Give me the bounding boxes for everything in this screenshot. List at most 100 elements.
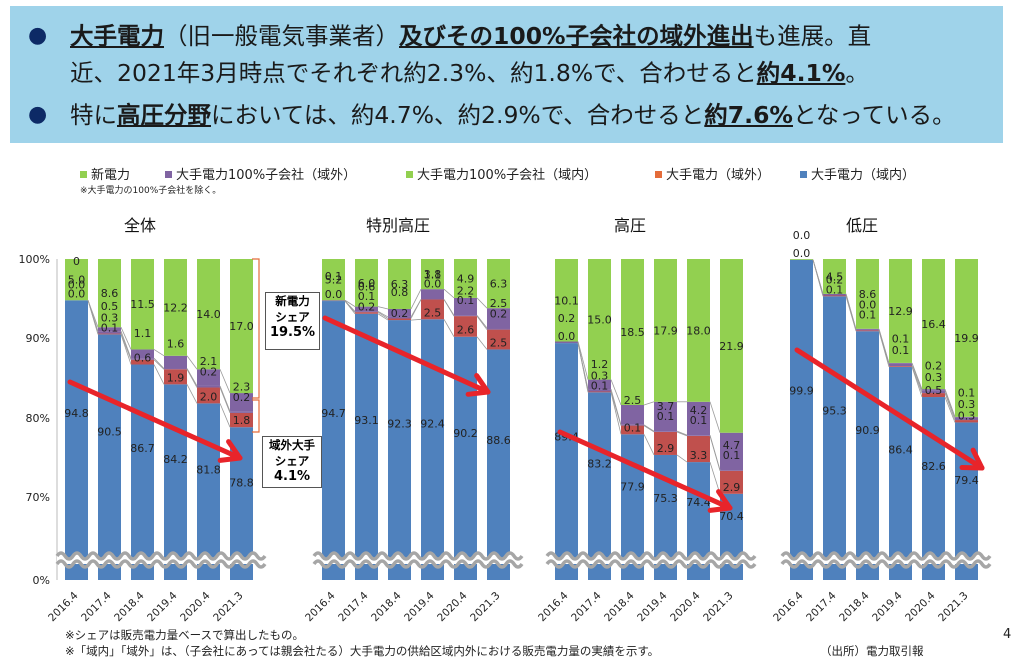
- bar-segment: [654, 431, 677, 432]
- data-label: 12.2: [163, 301, 188, 314]
- x-tick-label: 2019.4: [402, 589, 437, 624]
- data-label: 11.5: [130, 298, 155, 311]
- data-label: 0.0: [793, 229, 811, 242]
- bar-segment: [388, 320, 411, 580]
- bar-segment: [654, 454, 677, 580]
- data-label: 0.1: [690, 414, 708, 427]
- data-label: 0.6: [134, 352, 152, 365]
- data-label: 86.4: [888, 443, 913, 456]
- data-label: 0.2: [233, 391, 251, 404]
- footnote-2: ※「域内」「域外」は、（子会社にあっては親会社たる）大手電力の供給区域内外におけ…: [65, 644, 660, 658]
- data-label: 0.1: [826, 283, 844, 296]
- bar-segment: [98, 327, 121, 332]
- data-label: 75.3: [653, 492, 678, 505]
- bar-segment: [823, 295, 846, 297]
- highlight-text: 高圧分野: [117, 101, 211, 129]
- legend-item: 大手電力100%子会社（域外）: [165, 164, 356, 183]
- axis-break-wave: [545, 559, 757, 569]
- body-text: 近、2021年3月時点でそれぞれ約2.3%、約1.8%で、合わせると: [70, 59, 757, 87]
- x-tick-label: 2019.4: [870, 589, 905, 624]
- series-connector: [120, 334, 132, 365]
- series-connector: [443, 319, 455, 337]
- bullet-1-line-2: 近、2021年3月時点でそれぞれ約2.3%、約1.8%で、合わせると約4.1%。: [70, 57, 869, 89]
- legend-swatch: [655, 171, 662, 178]
- bar-segment: [421, 259, 444, 290]
- series-connector: [643, 401, 655, 406]
- data-label: 10.1: [554, 294, 579, 307]
- data-label: 5.2: [325, 274, 343, 287]
- bar-segment: [621, 434, 644, 580]
- bar-segment: [388, 259, 411, 309]
- data-label: 83.2: [587, 457, 612, 470]
- legend-label: 新電力: [91, 168, 131, 183]
- trend-arrow-head: [217, 439, 243, 463]
- series-connector: [153, 357, 165, 369]
- bar-segment: [197, 387, 220, 404]
- data-label: 0.3: [591, 369, 609, 382]
- legend-label: 大手電力（域外）: [666, 168, 771, 183]
- bar-segment: [889, 363, 912, 367]
- bar-segment: [889, 366, 912, 367]
- bar-segment: [955, 417, 978, 421]
- trend-arrow-head: [707, 489, 733, 513]
- bar-segment: [856, 328, 879, 330]
- bullet-dot: ●: [28, 102, 48, 127]
- data-label: 78.8: [229, 477, 254, 490]
- data-label: 0.2: [200, 366, 218, 379]
- data-label: 18.5: [620, 326, 645, 339]
- data-label: 0.3: [101, 312, 119, 325]
- axis-break-wave: [55, 551, 267, 561]
- series-connector: [944, 388, 956, 418]
- bar-segment: [164, 384, 187, 580]
- bar-segment: [955, 416, 978, 418]
- bar-segment: [355, 306, 378, 312]
- bar-segment: [555, 343, 578, 580]
- series-connector: [153, 349, 165, 357]
- data-label: 2.6: [457, 324, 475, 337]
- callout-value: 4.1%: [273, 469, 311, 484]
- x-tick-label: 2020.4: [668, 589, 703, 624]
- series-connector: [944, 392, 956, 421]
- bar-segment: [555, 259, 578, 342]
- x-tick-label: 2019.4: [635, 589, 670, 624]
- x-tick-label: 2016.4: [303, 589, 338, 624]
- bracket-line: [252, 399, 260, 433]
- data-label: 0.2: [558, 312, 576, 325]
- bar-segment: [720, 470, 743, 494]
- bar-segment: [164, 355, 187, 369]
- series-connector: [676, 430, 688, 436]
- legend-label: 大手電力100%子会社（域内）: [417, 168, 598, 183]
- series-connector: [676, 431, 688, 437]
- series-connector: [344, 300, 356, 312]
- series-connector: [812, 259, 824, 295]
- data-label: 0.1: [624, 421, 642, 434]
- bar-segment: [621, 425, 644, 435]
- bar-segment: [421, 319, 444, 580]
- data-label: 2.1: [200, 355, 218, 368]
- bar-segment: [955, 420, 978, 423]
- bar-segment: [922, 397, 945, 580]
- data-label: 0.1: [657, 410, 675, 423]
- callout-line: シェア: [275, 310, 310, 324]
- bar-segment: [487, 328, 510, 330]
- highlight-text: 約4.1%: [756, 59, 846, 87]
- x-tick-label: 2019.4: [145, 589, 180, 624]
- data-label: 8.6: [859, 288, 877, 301]
- bar-segment: [823, 259, 846, 294]
- data-label: 0.1: [325, 270, 343, 283]
- bar-segment: [621, 424, 644, 426]
- series-connector: [153, 359, 165, 370]
- bar-segment: [65, 300, 88, 580]
- axis-break-wave: [312, 559, 524, 569]
- bar-segment: [588, 389, 611, 392]
- legend-item: 大手電力（域内）: [800, 164, 915, 183]
- bar-segment: [197, 369, 220, 386]
- data-label: 2.2: [457, 284, 475, 297]
- series-connector: [911, 366, 923, 398]
- source-note: （出所）電力取引報: [820, 644, 924, 658]
- x-tick-label: 2018.4: [369, 589, 404, 624]
- series-connector: [377, 311, 389, 318]
- bar-segment: [454, 316, 477, 337]
- data-label: 2.3: [233, 380, 251, 393]
- body-text: 特に: [70, 101, 117, 129]
